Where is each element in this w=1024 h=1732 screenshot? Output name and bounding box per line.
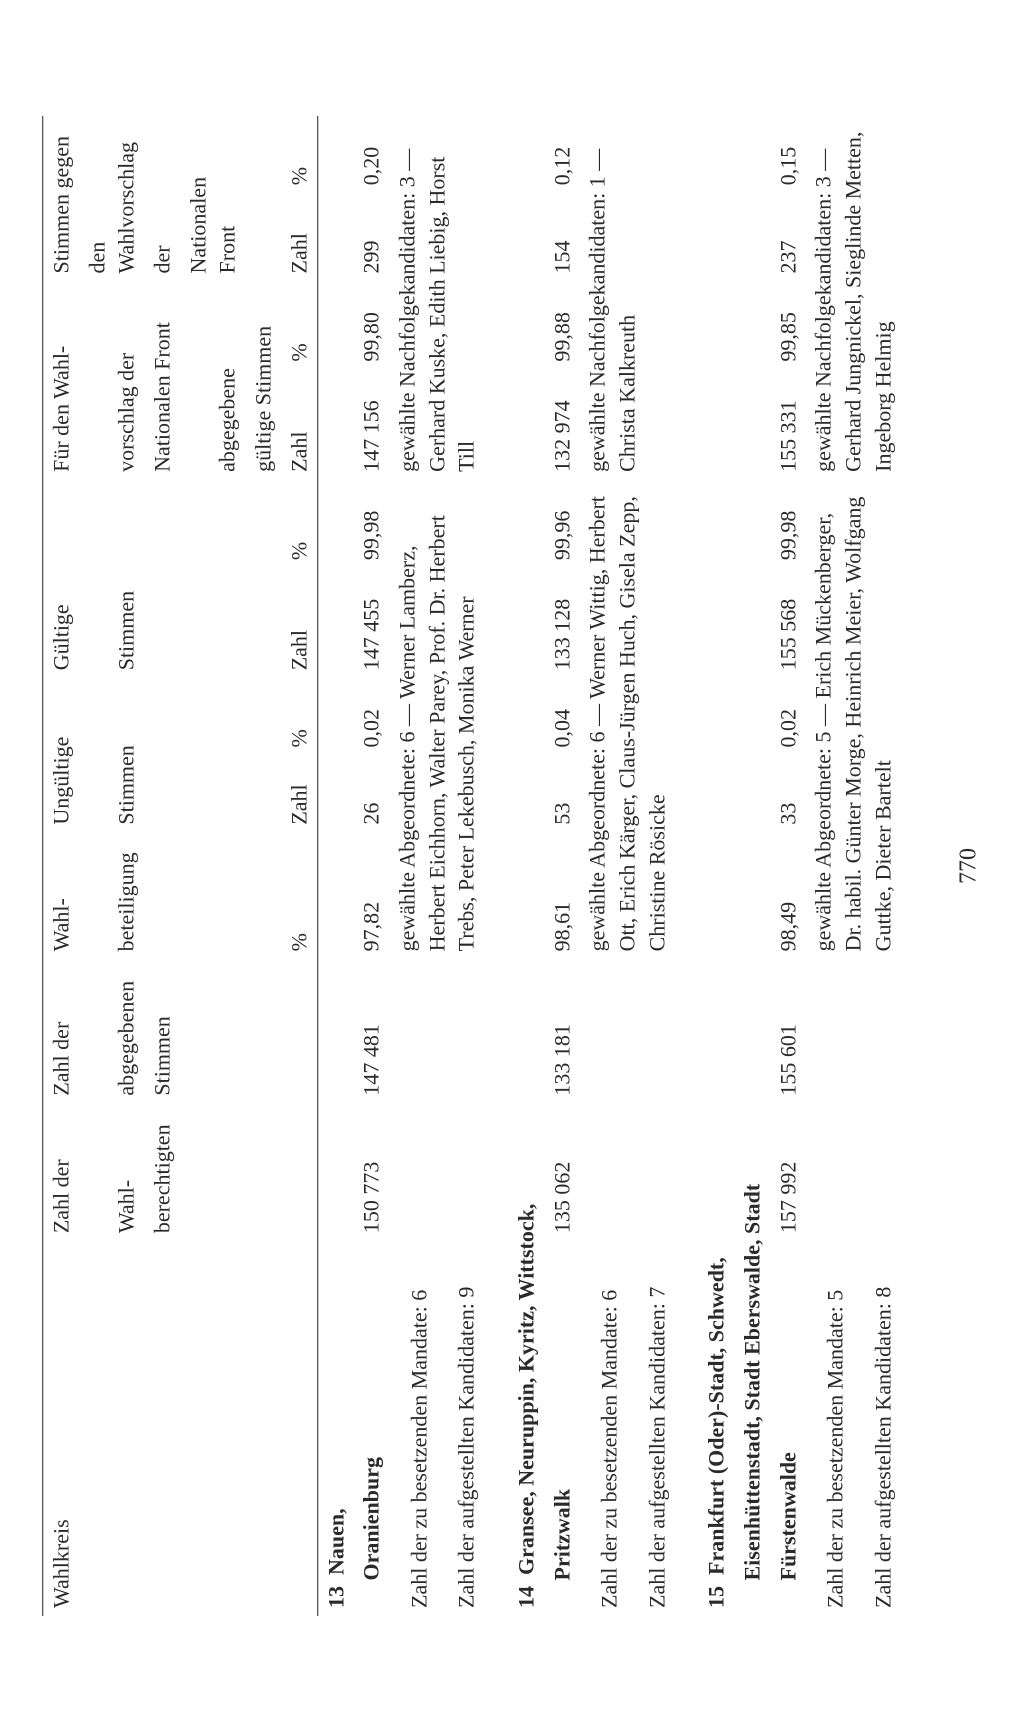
abgeordnete-text: gewählte Abgeordnete: 6 — Werner Wittig,… [580, 480, 675, 960]
district-name-final: Fürstenwalde [770, 1241, 806, 1616]
district-name-line: 15 Frankfurt (Oder)-Stadt, Schwedt, [699, 116, 735, 1616]
val-ungueltig-pct: 0,04 [544, 678, 580, 755]
val-ungueltig-pct: 0,02 [770, 678, 806, 755]
hdr-zahl-1: Zahl [281, 755, 317, 832]
val-dagegen-pct: 0,15 [770, 116, 806, 193]
val-gueltig-pct: 99,98 [353, 480, 389, 568]
hdr-dagegen-1: Stimmen gegen [43, 116, 79, 281]
val-dagegen-pct: 0,20 [353, 116, 389, 193]
val-dafuer-zahl: 147 156 [353, 370, 389, 480]
val-ungueltig-pct: 0,02 [353, 678, 389, 755]
hdr-dafuer-3: Nationalen Front [144, 281, 180, 479]
district-name-line2: Eisenhüttenstadt, Stadt Eberswalde, Stad… [734, 116, 770, 1616]
hdr-beteiligung-1: Wahl- [43, 833, 79, 960]
hdr-dafuer-5: gültige Stimmen [245, 281, 281, 479]
kandidaten-label: Zahl der aufgestellten Kandidaten: 9 [437, 959, 485, 1616]
page-number: 770 [955, 116, 982, 1616]
val-gueltig-zahl: 147 455 [353, 568, 389, 678]
hdr-ungueltig-1: Ungültige [43, 678, 79, 832]
hdr-abgegebene-2: abgegebenen [79, 959, 144, 1103]
hdr-zahl-2: Zahl [281, 568, 317, 678]
val-gueltig-zahl: 155 568 [770, 568, 806, 678]
val-gueltig-pct: 99,98 [770, 480, 806, 568]
hdr-pct-3: % [281, 480, 317, 568]
kandidaten-label: Zahl der aufgestellten Kandidaten: 7 [627, 959, 675, 1616]
hdr-gueltig-1: Gültige [43, 480, 79, 678]
hdr-pct-1: % [281, 833, 317, 960]
district-name-line: 14 Gransee, Neuruppin, Kyritz, Wittstock… [508, 116, 544, 1616]
abgeordnete-text: gewählte Abgeordnete: 5 — Erich Mückenbe… [806, 480, 901, 960]
hdr-berechtigte-3: berechtigten [144, 1104, 180, 1242]
hdr-zahl-4: Zahl [281, 193, 317, 281]
hdr-pct-2: % [281, 678, 317, 755]
val-ungueltig-zahl: 26 [353, 755, 389, 832]
hdr-abgegebene-1: Zahl der [43, 959, 79, 1103]
val-gueltig-zahl: 133 128 [544, 568, 580, 678]
hdr-dagegen-2: den Wahlvorschlag [79, 116, 144, 281]
val-beteiligung: 98,61 [544, 833, 580, 960]
page-wrapper: Wahlkreis Zahl der Zahl der Wahl- Ungült… [42, 116, 982, 1616]
val-dagegen-pct: 0,12 [544, 116, 580, 193]
val-ungueltig-zahl: 53 [544, 755, 580, 832]
hdr-wahlkreis: Wahlkreis [43, 1241, 79, 1616]
hdr-dafuer-1: Für den Wahl- [43, 281, 79, 479]
val-dagegen-zahl: 237 [770, 193, 806, 281]
val-abgegebene: 155 601 [770, 959, 806, 1103]
mandate-label: Zahl der zu besetzenden Mandate: 6 [580, 959, 628, 1616]
hdr-dagegen-3: der [144, 116, 180, 281]
hdr-dafuer-2: vorschlag der [79, 281, 144, 479]
val-ungueltig-zahl: 33 [770, 755, 806, 832]
nachfolge-text: gewählte Nachfolgekandidaten: 3 — Gerhar… [389, 116, 484, 480]
val-dagegen-zahl: 299 [353, 193, 389, 281]
mandate-label: Zahl der zu besetzenden Mandate: 6 [389, 959, 437, 1616]
mandate-label: Zahl der zu besetzenden Mandate: 5 [806, 959, 854, 1616]
val-beteiligung: 97,82 [353, 833, 389, 960]
val-berechtigte: 157 992 [770, 1104, 806, 1242]
val-dafuer-zahl: 132 974 [544, 370, 580, 480]
hdr-ungueltig-2: Stimmen [79, 678, 144, 832]
val-dafuer-zahl: 155 331 [770, 370, 806, 480]
hdr-berechtigte-2: Wahl- [79, 1104, 144, 1242]
district-name-final: Oranienburg [353, 1241, 389, 1616]
val-gueltig-pct: 99,96 [544, 480, 580, 568]
hdr-pct-5: % [281, 116, 317, 193]
hdr-pct-4: % [281, 281, 317, 369]
val-abgegebene: 133 181 [544, 959, 580, 1103]
val-dafuer-pct: 99,88 [544, 281, 580, 369]
nachfolge-text: gewählte Nachfolgekandidaten: 1 — Christ… [580, 116, 675, 480]
nachfolge-text: gewählte Nachfolgekandidaten: 3 — Gerhar… [806, 116, 901, 480]
val-dagegen-zahl: 154 [544, 193, 580, 281]
val-beteiligung: 98,49 [770, 833, 806, 960]
hdr-abgegebene-3: Stimmen [144, 959, 180, 1103]
hdr-gueltig-2: Stimmen [79, 480, 144, 678]
val-dafuer-pct: 99,85 [770, 281, 806, 369]
val-dafuer-pct: 99,80 [353, 281, 389, 369]
kandidaten-label: Zahl der aufgestellten Kandidaten: 8 [853, 959, 901, 1616]
election-table: Wahlkreis Zahl der Zahl der Wahl- Ungült… [42, 116, 925, 1616]
hdr-dagegen-4: Nationalen Front [180, 116, 245, 281]
val-berechtigte: 135 062 [544, 1104, 580, 1242]
district-name-final: Pritzwalk [544, 1241, 580, 1616]
hdr-zahl-3: Zahl [281, 370, 317, 480]
hdr-beteiligung-2: beteiligung [79, 833, 144, 960]
val-abgegebene: 147 481 [353, 959, 389, 1103]
hdr-dafuer-4: abgegebene [180, 281, 245, 479]
abgeordnete-text: gewählte Abgeordnete: 6 — Werner Lamberz… [389, 480, 484, 960]
hdr-berechtigte-1: Zahl der [43, 1104, 79, 1242]
district-name-line: 13 Nauen, [317, 116, 353, 1616]
val-berechtigte: 150 773 [353, 1104, 389, 1242]
